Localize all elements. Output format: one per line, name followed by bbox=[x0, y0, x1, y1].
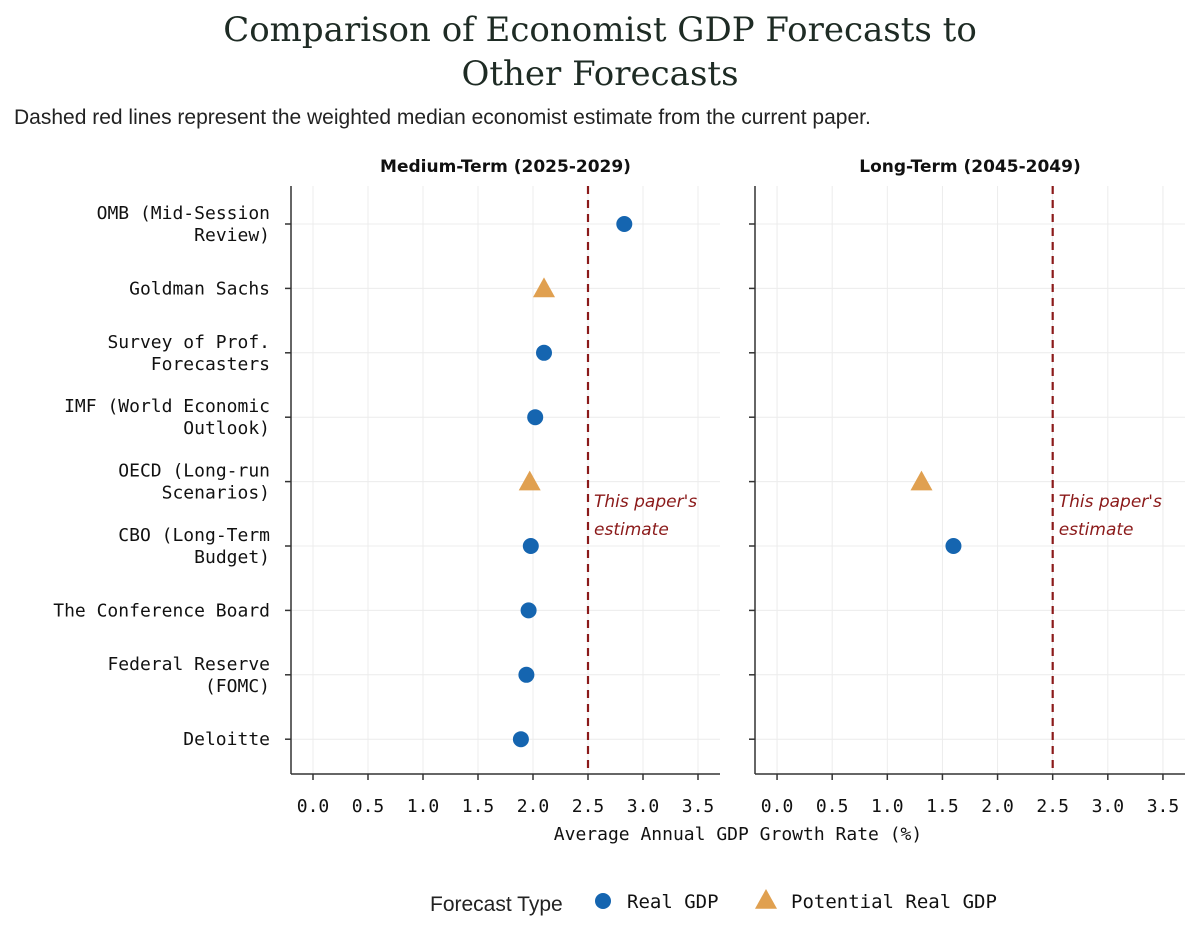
category-label: Federal Reserve bbox=[107, 654, 270, 675]
real-gdp-point bbox=[518, 666, 535, 683]
x-tick-label: 3.0 bbox=[627, 796, 660, 817]
x-tick-label: 2.5 bbox=[1036, 796, 1069, 817]
real-gdp-point bbox=[512, 731, 529, 748]
x-tick-label: 1.5 bbox=[926, 796, 959, 817]
panel-title: Long-Term (2045-2049) bbox=[859, 157, 1080, 177]
category-label: Forecasters bbox=[151, 354, 270, 375]
panel-title: Medium-Term (2025-2029) bbox=[380, 157, 631, 177]
potential-real-gdp-point bbox=[533, 277, 555, 298]
potential-real-gdp-point bbox=[518, 470, 541, 491]
category-label: (FOMC) bbox=[205, 676, 270, 697]
potential-real-gdp-point bbox=[910, 470, 933, 491]
real-gdp-point bbox=[945, 538, 962, 554]
category-label: Scenarios) bbox=[162, 483, 270, 504]
reference-annotation-line2: estimate bbox=[1059, 520, 1134, 540]
x-tick-label: 2.5 bbox=[572, 796, 605, 817]
chart-title-line2: Other Forecasts bbox=[461, 54, 738, 94]
chart-title-line1: Comparison of Economist GDP Forecasts to bbox=[223, 10, 977, 50]
category-label: IMF (World Economic bbox=[64, 396, 270, 417]
x-tick-label: 3.5 bbox=[682, 796, 715, 817]
category-label: Outlook) bbox=[183, 418, 270, 439]
category-label: The Conference Board bbox=[53, 600, 270, 621]
category-label: Goldman Sachs bbox=[129, 278, 270, 299]
category-label: OMB (Mid-Session bbox=[97, 203, 270, 224]
reference-annotation-line1: This paper's bbox=[594, 492, 697, 512]
reference-annotation-line1: This paper's bbox=[1059, 492, 1162, 512]
x-tick-label: 3.0 bbox=[1092, 796, 1125, 817]
category-label: Review) bbox=[194, 225, 270, 246]
x-tick-label: 0.0 bbox=[297, 796, 330, 817]
category-label: Budget) bbox=[194, 547, 270, 568]
x-tick-label: 0.5 bbox=[816, 796, 849, 817]
chart-subtitle: Dashed red lines represent the weighted … bbox=[14, 106, 871, 129]
x-tick-label: 0.5 bbox=[352, 796, 385, 817]
legend-potential-real-gdp-label: Potential Real GDP bbox=[791, 891, 997, 913]
x-tick-label: 1.0 bbox=[871, 796, 904, 817]
category-label: OECD (Long-run bbox=[118, 461, 270, 482]
x-tick-label: 0.0 bbox=[761, 796, 794, 817]
x-axis-label: Average Annual GDP Growth Rate (%) bbox=[554, 824, 922, 845]
real-gdp-point bbox=[527, 409, 544, 426]
x-tick-label: 3.5 bbox=[1147, 796, 1180, 817]
real-gdp-point bbox=[522, 538, 539, 554]
reference-annotation-line2: estimate bbox=[594, 520, 669, 540]
x-tick-label: 2.0 bbox=[517, 796, 550, 817]
x-tick-label: 1.5 bbox=[462, 796, 495, 817]
real-gdp-point bbox=[536, 344, 552, 361]
legend-real-gdp-label: Real GDP bbox=[627, 891, 719, 913]
real-gdp-point bbox=[520, 602, 537, 619]
category-label: Deloitte bbox=[183, 729, 270, 750]
legend-potential-real-gdp-marker bbox=[755, 889, 777, 909]
legend-real-gdp-marker bbox=[595, 893, 611, 909]
real-gdp-point bbox=[616, 216, 633, 232]
x-tick-label: 2.0 bbox=[981, 796, 1014, 817]
category-label: Survey of Prof. bbox=[107, 332, 270, 353]
x-tick-label: 1.0 bbox=[407, 796, 440, 817]
legend-title: Forecast Type bbox=[430, 893, 563, 916]
category-label: CBO (Long-Term bbox=[118, 525, 270, 546]
